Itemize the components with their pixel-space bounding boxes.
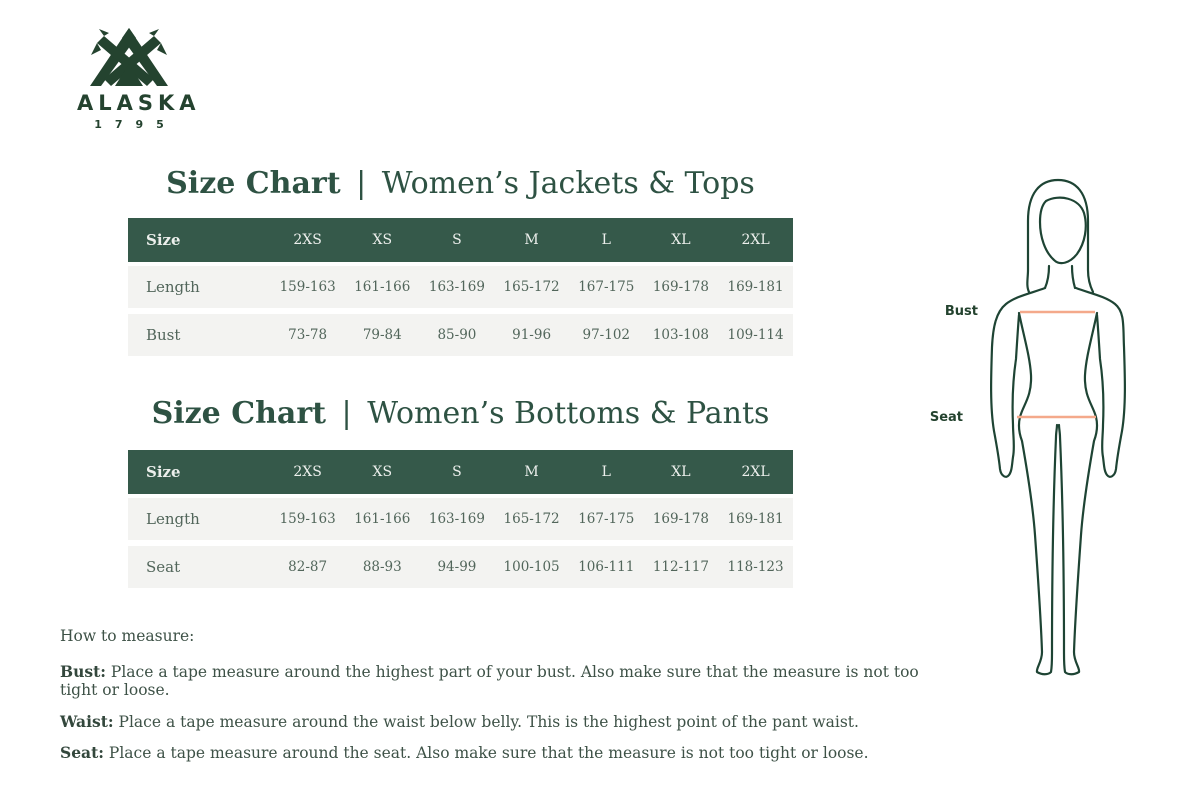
table-row-length: Length 159-163 161-166 163-169 165-172 1… <box>128 498 793 540</box>
instruction-text: Place a tape measure around the highest … <box>60 662 919 700</box>
title-separator: | <box>356 166 367 201</box>
cell-value: 169-178 <box>652 279 709 295</box>
title-light-text: Women’s Bottoms & Pants <box>367 396 770 431</box>
cell-value: 165-172 <box>503 279 560 295</box>
header-cell-size: Size <box>146 231 181 249</box>
cell-value: 112-117 <box>652 559 709 575</box>
cell-value: 167-175 <box>578 511 635 527</box>
body-measurement-figure <box>985 175 1130 680</box>
instruction-label: Seat: <box>60 743 104 763</box>
header-cell-2xs: 2XS <box>293 232 322 248</box>
header-cell-xl: XL <box>671 232 691 248</box>
header-cell-s: S <box>452 232 462 248</box>
bust-measure-label: Bust <box>944 304 978 319</box>
cell-value: 103-108 <box>652 327 709 343</box>
header-cell-xs: XS <box>372 464 393 480</box>
header-cell-xs: XS <box>372 232 393 248</box>
cell-value: 169-181 <box>727 279 784 295</box>
measure-instruction-waist: Waist: Place a tape measure around the w… <box>60 711 940 732</box>
header-cell-2xs: 2XS <box>293 464 322 480</box>
title-bold-text: Size Chart <box>166 166 341 201</box>
cell-value: 88-93 <box>362 559 402 575</box>
cell-value: 85-90 <box>437 327 477 343</box>
cell-value: 163-169 <box>428 279 485 295</box>
cell-value: 73-78 <box>288 327 328 343</box>
instruction-label: Bust: <box>60 661 106 681</box>
row-label: Length <box>146 510 200 528</box>
header-cell-l: L <box>601 232 611 248</box>
cell-value: 109-114 <box>727 327 784 343</box>
woman-outline-icon <box>990 178 1126 676</box>
table-header-row: Size 2XS XS S M L XL 2XL <box>128 218 793 262</box>
cell-value: 163-169 <box>428 511 485 527</box>
header-cell-2xl: 2XL <box>741 232 770 248</box>
header-cell-s: S <box>452 464 462 480</box>
table-header-row: Size 2XS XS S M L XL 2XL <box>128 450 793 494</box>
cell-value: 159-163 <box>279 511 336 527</box>
header-cell-m: M <box>524 232 539 248</box>
bottoms-pants-size-table: Size 2XS XS S M L XL 2XL Length 159-163 … <box>128 450 793 588</box>
cell-value: 169-181 <box>727 511 784 527</box>
cell-value: 169-178 <box>652 511 709 527</box>
seat-measure-label: Seat <box>929 410 963 425</box>
cell-value: 82-87 <box>288 559 328 575</box>
jackets-tops-title: Size Chart | Women’s Jackets & Tops <box>128 166 793 201</box>
measure-instruction-bust: Bust: Place a tape measure around the hi… <box>60 661 940 700</box>
cell-value: 100-105 <box>503 559 560 575</box>
cell-value: 79-84 <box>362 327 402 343</box>
table-row-bust: Bust 73-78 79-84 85-90 91-96 97-102 103-… <box>128 314 793 356</box>
instruction-text: Place a tape measure around the waist be… <box>113 712 859 731</box>
cell-value: 165-172 <box>503 511 560 527</box>
how-to-measure-heading: How to measure: <box>60 627 195 645</box>
antler-mountain-icon <box>90 28 168 86</box>
cell-value: 97-102 <box>582 327 630 343</box>
brand-logo: ALASKA 1795 <box>72 28 201 131</box>
title-bold-text: Size Chart <box>151 396 326 431</box>
measure-instruction-seat: Seat: Place a tape measure around the se… <box>60 744 940 763</box>
cell-value: 167-175 <box>578 279 635 295</box>
how-to-measure-section: How to measure: Bust: Place a tape measu… <box>60 627 940 776</box>
cell-value: 94-99 <box>437 559 477 575</box>
jackets-tops-size-table: Size 2XS XS S M L XL 2XL Length 159-163 … <box>128 218 793 356</box>
instruction-label: Waist: <box>60 711 114 731</box>
header-cell-l: L <box>601 464 611 480</box>
title-separator: | <box>341 396 352 431</box>
header-cell-m: M <box>524 464 539 480</box>
cell-value: 91-96 <box>512 327 552 343</box>
bottoms-pants-title: Size Chart | Women’s Bottoms & Pants <box>128 396 793 431</box>
table-row-length: Length 159-163 161-166 163-169 165-172 1… <box>128 266 793 308</box>
header-cell-size: Size <box>146 463 181 481</box>
header-cell-2xl: 2XL <box>741 464 770 480</box>
cell-value: 161-166 <box>354 511 411 527</box>
row-label: Seat <box>146 558 181 576</box>
row-label: Length <box>146 278 200 296</box>
cell-value: 106-111 <box>578 559 635 575</box>
brand-year: 1795 <box>94 118 177 131</box>
instruction-text: Place a tape measure around the seat. Al… <box>103 744 869 763</box>
row-label: Bust <box>146 326 181 344</box>
brand-name: ALASKA <box>77 91 201 115</box>
table-row-seat: Seat 82-87 88-93 94-99 100-105 106-111 1… <box>128 546 793 588</box>
title-light-text: Women’s Jackets & Tops <box>381 166 755 201</box>
cell-value: 161-166 <box>354 279 411 295</box>
header-cell-xl: XL <box>671 464 691 480</box>
cell-value: 118-123 <box>727 559 784 575</box>
cell-value: 159-163 <box>279 279 336 295</box>
